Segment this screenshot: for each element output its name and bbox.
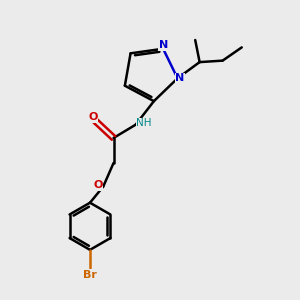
Text: Br: Br (83, 270, 97, 280)
Text: N: N (175, 73, 184, 83)
Text: O: O (88, 112, 98, 122)
Text: N: N (158, 40, 168, 50)
Text: O: O (93, 180, 103, 190)
Text: NH: NH (136, 118, 152, 128)
